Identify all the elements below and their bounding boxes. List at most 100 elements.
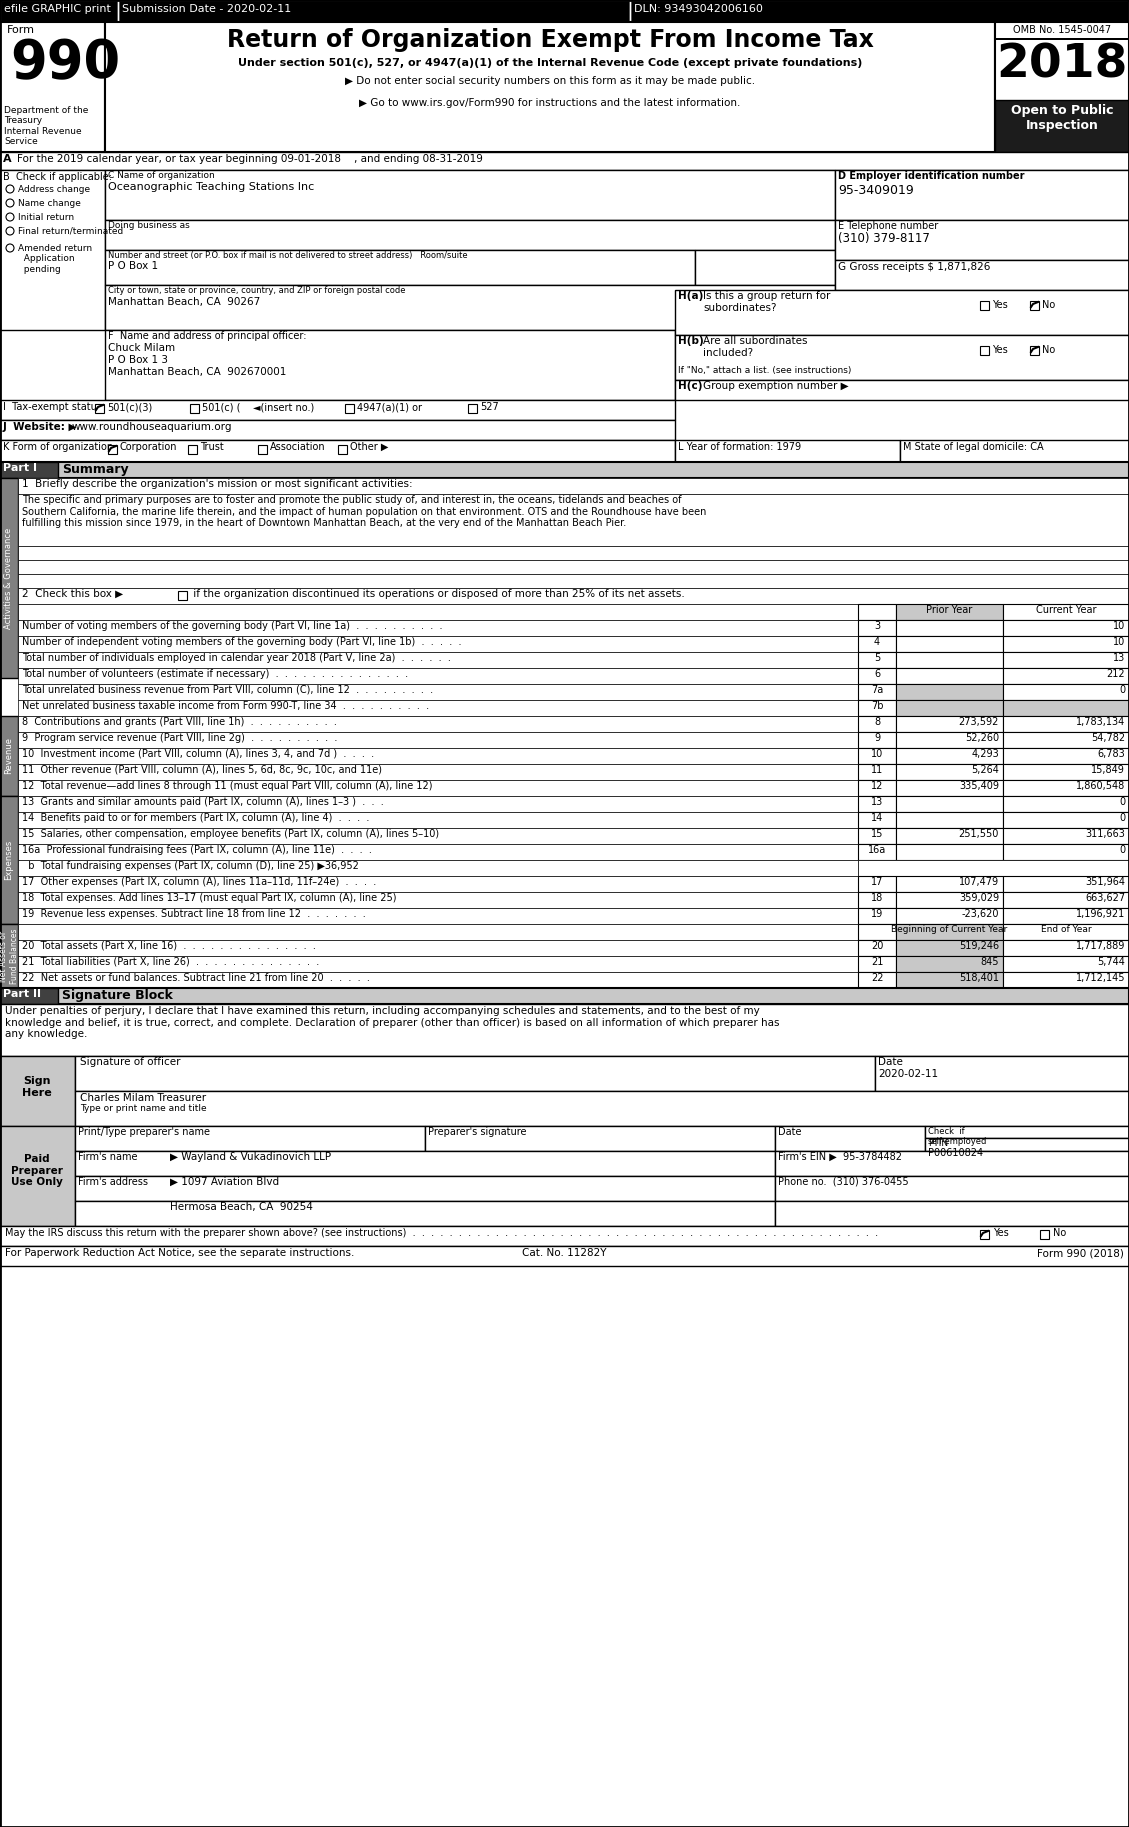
Text: Manhattan Beach, CA  902670001: Manhattan Beach, CA 902670001 (108, 367, 287, 376)
Text: 52,260: 52,260 (965, 733, 999, 744)
Text: Trust: Trust (200, 442, 224, 451)
Text: P00610824: P00610824 (928, 1147, 983, 1158)
Bar (0, 0, 1129, 22)
Bar (0, 152, 1129, 170)
Text: 13  Grants and similar amounts paid (Part IX, column (A), lines 1–3 )  .  .  .: 13 Grants and similar amounts paid (Part… (21, 797, 384, 808)
Text: 2  Check this box ▶: 2 Check this box ▶ (21, 588, 126, 599)
Text: Corporation: Corporation (120, 442, 177, 451)
Bar (119, 0, 630, 22)
Bar (345, 404, 355, 413)
Circle shape (6, 245, 14, 252)
Text: C Name of organization: C Name of organization (108, 172, 215, 181)
Bar (75, 1151, 774, 1177)
Text: 11: 11 (870, 766, 883, 775)
Text: Part II: Part II (3, 988, 41, 999)
Text: H(b): H(b) (679, 336, 703, 345)
Text: 663,627: 663,627 (1085, 893, 1124, 903)
Bar (18, 479, 1129, 493)
Bar (1003, 669, 1129, 683)
Text: 7b: 7b (870, 702, 883, 711)
Text: 10: 10 (1113, 621, 1124, 630)
Text: Phone no.  (310) 376-0455: Phone no. (310) 376-0455 (778, 1177, 909, 1188)
Bar (1003, 652, 1129, 669)
Text: ▶ 1097 Aviation Blvd: ▶ 1097 Aviation Blvd (170, 1177, 279, 1188)
Bar (835, 259, 1129, 290)
Text: Open to Public
Inspection: Open to Public Inspection (1010, 104, 1113, 132)
Bar (896, 605, 1003, 619)
Bar (0, 797, 18, 924)
Text: 10  Investment income (Part VIII, column (A), lines 3, 4, and 7d )  .  .  .  .: 10 Investment income (Part VIII, column … (21, 749, 374, 758)
Text: Yes: Yes (992, 345, 1008, 354)
Text: 212: 212 (1106, 669, 1124, 680)
Text: Hermosa Beach, CA  90254: Hermosa Beach, CA 90254 (170, 1202, 313, 1211)
Text: DLN: 93493042006160: DLN: 93493042006160 (634, 4, 763, 15)
Bar (858, 941, 896, 956)
Bar (1030, 345, 1039, 354)
Text: Date: Date (778, 1127, 802, 1136)
Bar (896, 972, 1003, 988)
Bar (925, 1125, 1129, 1138)
Circle shape (6, 199, 14, 206)
Bar (835, 219, 1129, 259)
Bar (18, 764, 858, 780)
Text: 16a  Professional fundraising fees (Part IX, column (A), line 11e)  .  .  .  .: 16a Professional fundraising fees (Part … (21, 846, 371, 855)
Bar (900, 440, 1129, 462)
Text: 5,744: 5,744 (1097, 957, 1124, 966)
Text: (310) 379-8117: (310) 379-8117 (838, 232, 930, 245)
Text: Sign
Here: Sign Here (23, 1076, 52, 1098)
Bar (0, 462, 1129, 479)
Bar (0, 1226, 1129, 1246)
Text: 0: 0 (1119, 846, 1124, 855)
Text: Department of the
Treasury
Internal Revenue
Service: Department of the Treasury Internal Reve… (5, 106, 88, 146)
Bar (858, 972, 896, 988)
Text: 335,409: 335,409 (959, 780, 999, 791)
Bar (18, 941, 858, 956)
Text: 1,196,921: 1,196,921 (1076, 910, 1124, 919)
Text: 22: 22 (870, 974, 883, 983)
Text: -23,620: -23,620 (962, 910, 999, 919)
Text: 10: 10 (870, 749, 883, 758)
Bar (18, 652, 858, 669)
Text: If "No," attach a list. (see instructions): If "No," attach a list. (see instruction… (679, 365, 851, 375)
Text: Net Assets or
Fund Balances: Net Assets or Fund Balances (0, 928, 19, 983)
Bar (896, 619, 1003, 636)
Bar (18, 733, 858, 747)
Text: For the 2019 calendar year, or tax year beginning 09-01-2018    , and ending 08-: For the 2019 calendar year, or tax year … (17, 153, 483, 164)
Text: Beginning of Current Year: Beginning of Current Year (891, 924, 1007, 934)
Bar (105, 22, 995, 152)
Bar (774, 1125, 925, 1151)
Bar (0, 479, 18, 678)
Bar (178, 590, 187, 599)
Bar (774, 1151, 1129, 1177)
Bar (1003, 941, 1129, 956)
Text: efile GRAPHIC print: efile GRAPHIC print (5, 4, 111, 15)
Bar (18, 700, 858, 716)
Text: City or town, state or province, country, and ZIP or foreign postal code: City or town, state or province, country… (108, 287, 405, 294)
Text: Amended return
  Application
  pending: Amended return Application pending (18, 245, 93, 274)
Bar (980, 345, 989, 354)
Bar (1003, 797, 1129, 811)
Bar (0, 170, 105, 331)
Text: For Paperwork Reduction Act Notice, see the separate instructions.: For Paperwork Reduction Act Notice, see … (5, 1248, 355, 1259)
Bar (18, 619, 858, 636)
Text: Address change: Address change (18, 185, 90, 194)
Bar (18, 861, 858, 875)
Text: 351,964: 351,964 (1085, 877, 1124, 886)
Text: Signature Block: Signature Block (62, 988, 173, 1001)
Bar (18, 588, 1129, 605)
Text: F  Name and address of principal officer:: F Name and address of principal officer: (108, 331, 306, 342)
Text: Firm's EIN ▶  95-3784482: Firm's EIN ▶ 95-3784482 (778, 1153, 902, 1162)
Bar (18, 636, 858, 652)
Bar (896, 844, 1003, 861)
Bar (259, 446, 266, 453)
Text: No: No (1042, 300, 1056, 311)
Bar (0, 1125, 75, 1226)
Bar (18, 561, 1129, 574)
Bar (1003, 764, 1129, 780)
Bar (896, 716, 1003, 733)
Text: Date: Date (878, 1058, 903, 1067)
Bar (18, 828, 858, 844)
Text: 17  Other expenses (Part IX, column (A), lines 11a–11d, 11f–24e)  .  .  .  .: 17 Other expenses (Part IX, column (A), … (21, 877, 376, 886)
Bar (896, 811, 1003, 828)
Text: 273,592: 273,592 (959, 716, 999, 727)
